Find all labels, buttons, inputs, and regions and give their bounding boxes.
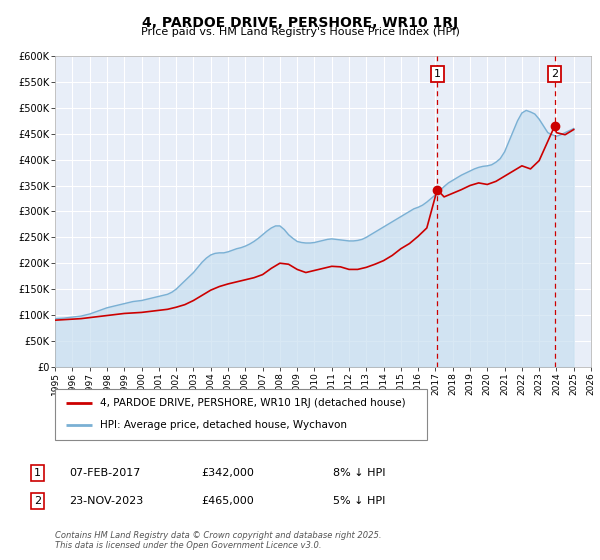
Text: 2: 2	[551, 69, 558, 79]
Text: 8% ↓ HPI: 8% ↓ HPI	[333, 468, 386, 478]
Text: 5% ↓ HPI: 5% ↓ HPI	[333, 496, 385, 506]
Text: Price paid vs. HM Land Registry's House Price Index (HPI): Price paid vs. HM Land Registry's House …	[140, 27, 460, 37]
Text: £465,000: £465,000	[201, 496, 254, 506]
Text: 1: 1	[434, 69, 440, 79]
Text: £342,000: £342,000	[201, 468, 254, 478]
Text: 1: 1	[34, 468, 41, 478]
Text: 4, PARDOE DRIVE, PERSHORE, WR10 1RJ: 4, PARDOE DRIVE, PERSHORE, WR10 1RJ	[142, 16, 458, 30]
Text: 07-FEB-2017: 07-FEB-2017	[69, 468, 140, 478]
Text: 23-NOV-2023: 23-NOV-2023	[69, 496, 143, 506]
Text: 4, PARDOE DRIVE, PERSHORE, WR10 1RJ (detached house): 4, PARDOE DRIVE, PERSHORE, WR10 1RJ (det…	[100, 398, 406, 408]
Text: HPI: Average price, detached house, Wychavon: HPI: Average price, detached house, Wych…	[100, 421, 347, 431]
FancyBboxPatch shape	[55, 389, 427, 440]
Text: Contains HM Land Registry data © Crown copyright and database right 2025.
This d: Contains HM Land Registry data © Crown c…	[55, 530, 382, 550]
Text: 2: 2	[34, 496, 41, 506]
